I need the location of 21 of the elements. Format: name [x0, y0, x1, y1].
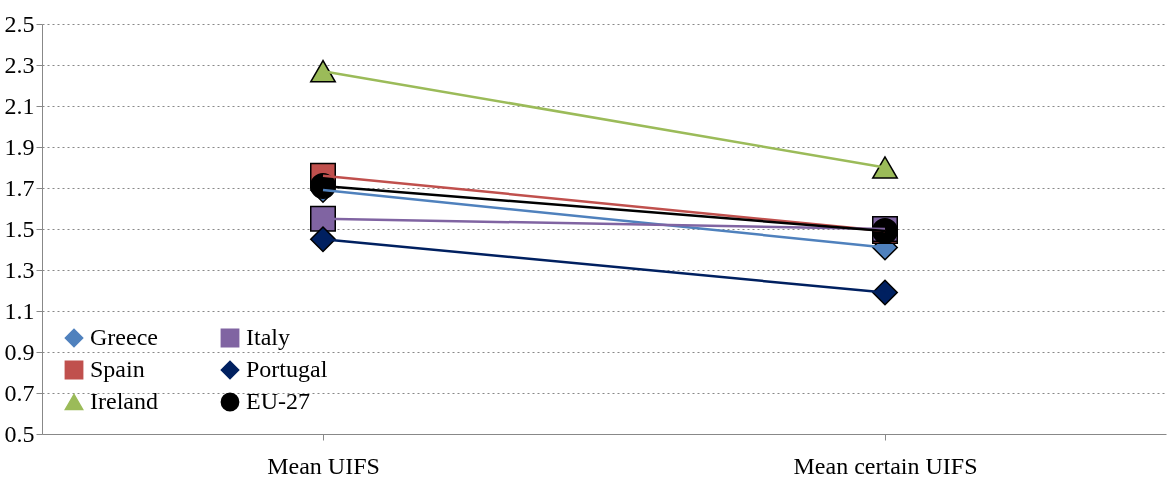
legend-label: Portugal — [246, 356, 328, 382]
y-tick-label: 2.5 — [4, 10, 35, 37]
legend-label: Italy — [246, 324, 290, 350]
x-tick-label: Mean certain UIFS — [793, 452, 978, 479]
y-tick-label: 1.7 — [4, 174, 35, 201]
legend-label: EU-27 — [246, 388, 310, 414]
legend-label: Ireland — [90, 388, 158, 414]
y-tick-label: 0.7 — [4, 379, 35, 406]
y-tick-label: 2.1 — [4, 92, 35, 119]
point — [310, 205, 336, 232]
legend-label: Greece — [90, 324, 158, 350]
x-tick-label: Mean UIFS — [267, 452, 380, 479]
point — [310, 226, 336, 253]
y-tick-label: 1.3 — [4, 256, 35, 283]
y-tick-label: 1.9 — [4, 133, 35, 160]
y-tick-label: 1.1 — [4, 297, 35, 324]
legend-label: Spain — [90, 356, 145, 382]
y-tick-label: 0.9 — [4, 338, 35, 365]
y-tick-label: 1.5 — [4, 215, 35, 242]
y-tick-label: 2.3 — [4, 51, 35, 78]
y-tick-label: 0.5 — [4, 420, 35, 447]
